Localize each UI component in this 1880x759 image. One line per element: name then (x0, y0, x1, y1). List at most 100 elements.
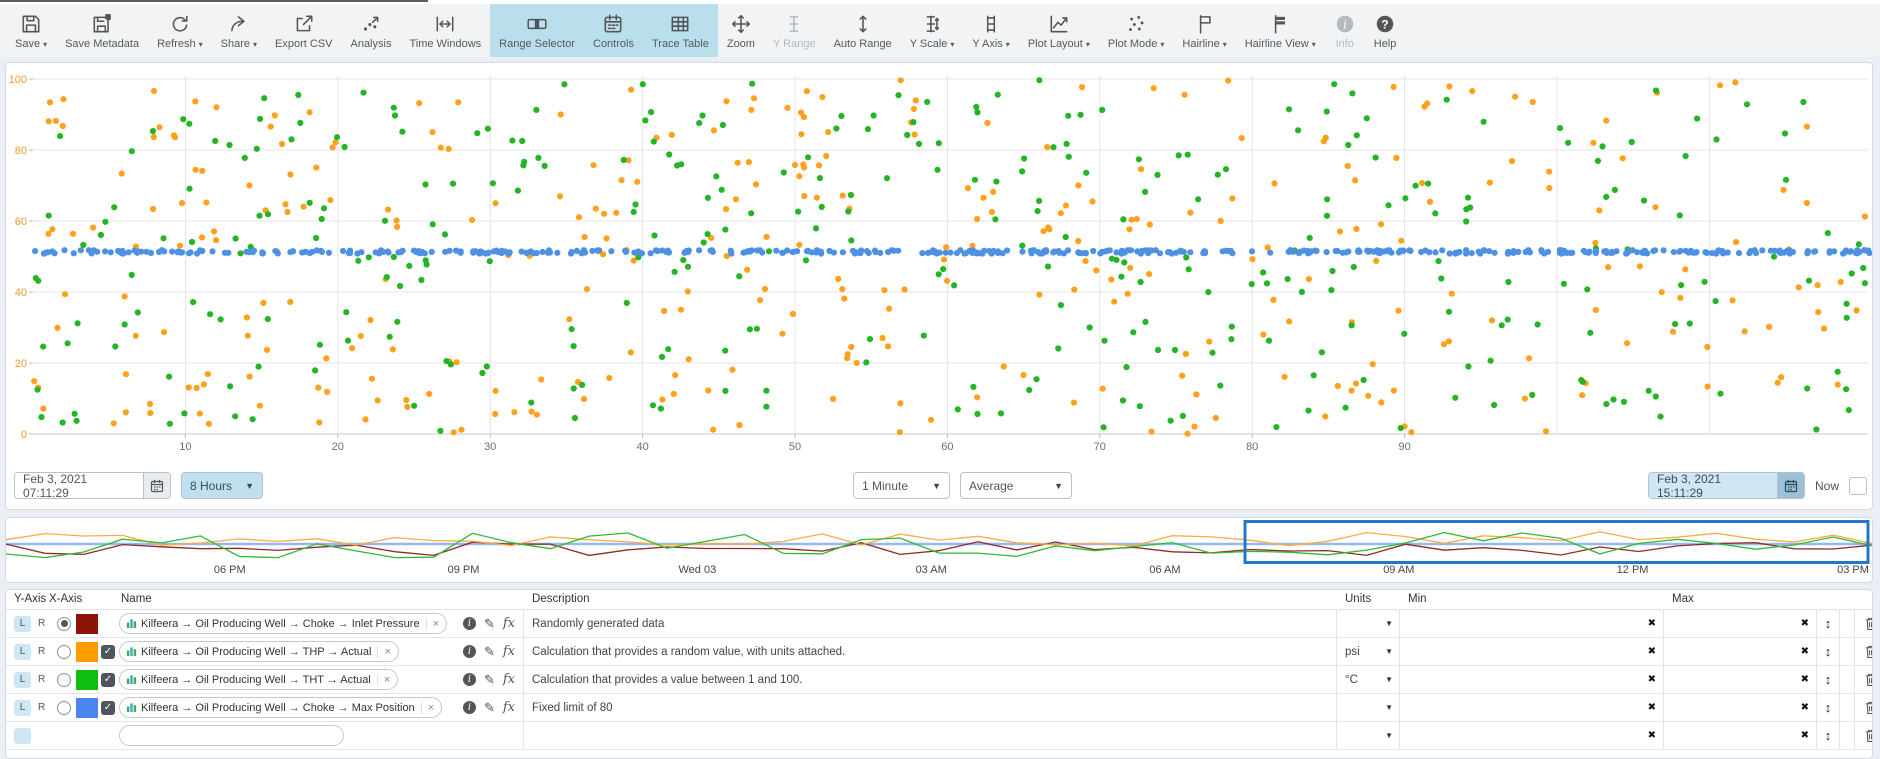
share-button[interactable]: Share▾ (212, 4, 266, 57)
color-swatch[interactable] (76, 670, 98, 690)
left-axis-button[interactable] (14, 728, 31, 744)
trash-icon[interactable] (1864, 616, 1873, 631)
main-chart[interactable]: 020406080100102030405060708090 (6, 63, 1872, 462)
y-axis-button[interactable]: Y Axis▾ (963, 4, 1018, 57)
end-datetime-field[interactable]: Feb 3, 2021 15:11:29 (1648, 472, 1805, 499)
color-swatch[interactable] (76, 698, 98, 718)
max-field[interactable]: ✖ (1663, 638, 1816, 665)
refresh-button[interactable]: Refresh▾ (148, 4, 212, 57)
clear-min-icon[interactable]: ✖ (1648, 702, 1656, 713)
remove-series-icon[interactable]: × (421, 702, 434, 714)
left-axis-button[interactable]: L (14, 616, 31, 632)
series-tag[interactable]: Kilfeera → Oil Producing Well → Choke → … (119, 697, 442, 718)
start-datetime-value[interactable]: Feb 3, 2021 07:11:29 (15, 473, 143, 498)
right-axis-button[interactable]: R (38, 674, 45, 685)
units-select[interactable]: psi▼ (1336, 638, 1399, 665)
visibility-checkbox[interactable]: ✓ (101, 673, 115, 687)
save-metadata-button[interactable]: Save Metadata (56, 4, 148, 57)
edit-pencil-icon[interactable]: ✎ (484, 700, 495, 716)
plot-layout-button[interactable]: Plot Layout▾ (1019, 4, 1099, 57)
zoom-button[interactable]: Zoom (718, 4, 764, 57)
trash-icon[interactable] (1864, 672, 1873, 687)
clear-min-icon[interactable]: ✖ (1648, 730, 1656, 741)
units-select[interactable]: ▼ (1336, 722, 1399, 749)
clear-max-icon[interactable]: ✖ (1801, 730, 1809, 741)
autoscale-icon[interactable]: ↕ (1825, 672, 1832, 687)
analysis-button[interactable]: Analysis (341, 4, 400, 57)
trash-icon[interactable] (1864, 728, 1873, 743)
units-select[interactable]: °C▼ (1336, 666, 1399, 693)
min-field[interactable]: ✖ (1399, 666, 1663, 693)
clear-max-icon[interactable]: ✖ (1801, 674, 1809, 685)
formula-fx-icon[interactable]: fx (503, 672, 515, 687)
autoscale-icon[interactable]: ↕ (1825, 700, 1832, 715)
min-field[interactable]: ✖ (1399, 638, 1663, 665)
x-axis-radio[interactable] (57, 673, 71, 687)
auto-range-button[interactable]: Auto Range (825, 4, 901, 57)
series-tag[interactable]: Kilfeera → Oil Producing Well → THP → Ac… (119, 641, 399, 662)
help-button[interactable]: ?Help (1365, 4, 1406, 57)
end-datetime-value[interactable]: Feb 3, 2021 15:11:29 (1649, 473, 1777, 498)
left-axis-button[interactable]: L (14, 644, 31, 660)
controls-button[interactable]: Controls (584, 4, 643, 57)
edit-pencil-icon[interactable]: ✎ (484, 672, 495, 688)
units-select[interactable]: ▼ (1336, 694, 1399, 721)
end-calendar-button[interactable] (1777, 473, 1804, 498)
min-field[interactable]: ✖ (1399, 722, 1663, 749)
right-axis-button[interactable]: R (38, 646, 45, 657)
plot-mode-button[interactable]: Plot Mode▾ (1099, 4, 1174, 57)
range-selector-panel[interactable]: 06 PM09 PMWed 0303 AM06 AM09 AM12 PM03 P… (5, 517, 1873, 583)
x-axis-radio[interactable] (57, 645, 71, 659)
save-button[interactable]: Save▾ (6, 4, 56, 57)
new-series-input[interactable] (119, 725, 344, 746)
info-icon[interactable]: i (463, 701, 476, 714)
clear-max-icon[interactable]: ✖ (1801, 618, 1809, 629)
units-select[interactable]: ▼ (1336, 610, 1399, 637)
max-field[interactable]: ✖ (1663, 666, 1816, 693)
max-field[interactable]: ✖ (1663, 722, 1816, 749)
range-selector-button[interactable]: Range Selector (490, 4, 584, 57)
x-axis-radio[interactable] (57, 701, 71, 715)
left-axis-button[interactable]: L (14, 672, 31, 688)
series-tag[interactable]: Kilfeera → Oil Producing Well → Choke → … (119, 613, 447, 634)
info-icon[interactable]: i (463, 617, 476, 630)
x-axis-radio[interactable] (57, 617, 71, 631)
now-checkbox[interactable] (1849, 477, 1867, 495)
trash-icon[interactable] (1864, 644, 1873, 659)
visibility-checkbox[interactable]: ✓ (101, 645, 115, 659)
visibility-checkbox[interactable]: ✓ (101, 701, 115, 715)
time-windows-button[interactable]: Time Windows (400, 4, 490, 57)
left-axis-button[interactable]: L (14, 700, 31, 716)
overview-chart[interactable] (6, 520, 1872, 564)
y-scale-button[interactable]: Y Scale▾ (901, 4, 964, 57)
max-field[interactable]: ✖ (1663, 610, 1816, 637)
series-tag[interactable]: Kilfeera → Oil Producing Well → THT → Ac… (119, 669, 398, 690)
formula-fx-icon[interactable]: fx (503, 644, 515, 659)
formula-fx-icon[interactable]: fx (503, 616, 515, 631)
clear-min-icon[interactable]: ✖ (1648, 674, 1656, 685)
range-selection-box[interactable] (1245, 522, 1868, 563)
min-field[interactable]: ✖ (1399, 610, 1663, 637)
min-field[interactable]: ✖ (1399, 694, 1663, 721)
color-swatch[interactable] (76, 614, 98, 634)
sample-period-select[interactable]: 1 Minute▼ (853, 472, 950, 499)
trash-icon[interactable] (1864, 700, 1873, 715)
edit-pencil-icon[interactable]: ✎ (484, 644, 495, 660)
autoscale-icon[interactable]: ↕ (1825, 728, 1832, 743)
export-csv-button[interactable]: Export CSV (266, 4, 341, 57)
start-datetime-field[interactable]: Feb 3, 2021 07:11:29 (14, 472, 171, 499)
hairline-button[interactable]: Hairline▾ (1173, 4, 1235, 57)
clear-min-icon[interactable]: ✖ (1648, 618, 1656, 629)
right-axis-button[interactable]: R (38, 702, 45, 713)
color-swatch[interactable] (76, 642, 98, 662)
clear-max-icon[interactable]: ✖ (1801, 646, 1809, 657)
edit-pencil-icon[interactable]: ✎ (484, 616, 495, 632)
remove-series-icon[interactable]: × (377, 674, 390, 686)
hairline-view-button[interactable]: Hairline View▾ (1236, 4, 1325, 57)
max-field[interactable]: ✖ (1663, 694, 1816, 721)
start-calendar-button[interactable] (143, 473, 170, 498)
trace-table-button[interactable]: Trace Table (643, 4, 718, 57)
formula-fx-icon[interactable]: fx (503, 700, 515, 715)
info-icon[interactable]: i (463, 645, 476, 658)
autoscale-icon[interactable]: ↕ (1825, 616, 1832, 631)
